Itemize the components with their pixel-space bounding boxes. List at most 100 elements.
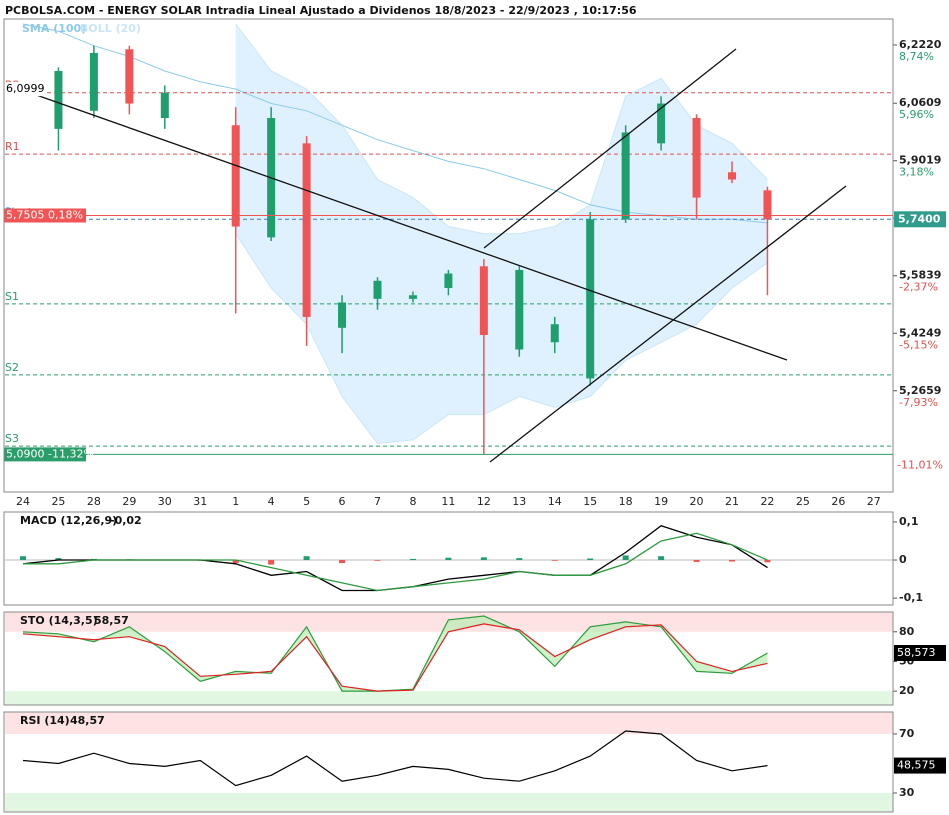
histogram-bar bbox=[374, 560, 381, 561]
candle-body bbox=[763, 190, 772, 220]
price-box bbox=[4, 82, 44, 97]
histogram-bar bbox=[551, 560, 558, 561]
y-tick-change: 8,74% bbox=[899, 50, 934, 63]
trendline bbox=[483, 48, 737, 249]
x-tick-label: 11 bbox=[441, 495, 455, 508]
y-tick-change: -11,01% bbox=[897, 458, 943, 471]
x-tick-label: 26 bbox=[831, 495, 845, 508]
x-tick-label: 21 bbox=[725, 495, 739, 508]
level-label: S3 bbox=[5, 432, 19, 445]
candle-body bbox=[302, 143, 311, 317]
sma-line bbox=[22, 23, 768, 224]
candle-body bbox=[479, 266, 488, 336]
histogram-bar bbox=[516, 558, 523, 561]
x-tick-label: 31 bbox=[193, 495, 207, 508]
price-change: 0,18% bbox=[48, 208, 83, 221]
level-label: S1 bbox=[5, 290, 19, 303]
panel-title: STO (14,3,5) bbox=[20, 614, 98, 627]
histogram-bar bbox=[268, 560, 275, 565]
level-label: R1 bbox=[5, 140, 20, 153]
y-tick-label: 5,4249 bbox=[899, 326, 941, 339]
zone bbox=[5, 691, 893, 705]
histogram-bar bbox=[693, 560, 700, 562]
x-tick-label: 14 bbox=[548, 495, 562, 508]
histogram-bar bbox=[658, 556, 665, 561]
bollinger-lower bbox=[235, 233, 768, 445]
value-box-label: 58,573 bbox=[897, 646, 936, 659]
panel-border bbox=[3, 18, 894, 493]
histogram-bar bbox=[480, 557, 487, 561]
histogram-bar bbox=[729, 560, 735, 562]
y-tick-change: -5,15% bbox=[899, 338, 938, 351]
between-fill bbox=[23, 615, 768, 692]
y-tick-label: 30 bbox=[899, 786, 915, 799]
value-box bbox=[894, 757, 946, 774]
value-box-label: 48,575 bbox=[897, 759, 936, 772]
candle-body bbox=[231, 125, 240, 227]
y-tick-label: 5,9019 bbox=[899, 154, 941, 167]
panel-border bbox=[3, 511, 894, 606]
candle-body bbox=[621, 132, 630, 220]
y-tick-label: 5,5839 bbox=[899, 269, 941, 282]
candle-body bbox=[338, 302, 347, 328]
panel-value: 58,57 bbox=[94, 614, 129, 627]
x-tick-label: 1 bbox=[232, 495, 239, 508]
x-tick-label: 30 bbox=[158, 495, 172, 508]
x-tick-label: 24 bbox=[16, 495, 30, 508]
y-tick-change: 5,96% bbox=[899, 108, 934, 121]
panel-value: -0,02 bbox=[110, 514, 142, 527]
candle-body bbox=[550, 324, 559, 343]
y-tick-label: 0 bbox=[899, 553, 907, 566]
price-label: 5,7505 bbox=[6, 208, 45, 221]
candle-body bbox=[586, 219, 595, 379]
candle-body bbox=[657, 103, 666, 144]
y-tick-label: 0,1 bbox=[899, 515, 919, 528]
price-box bbox=[4, 447, 86, 462]
trendline bbox=[489, 185, 847, 463]
y-tick-label: 20 bbox=[899, 684, 915, 697]
histogram-bar bbox=[55, 558, 62, 561]
x-tick-label: 20 bbox=[690, 495, 704, 508]
candle-body bbox=[125, 49, 134, 104]
histogram-bar bbox=[622, 555, 629, 561]
overlay-layer: 6,22208,74%6,06095,96%5,90193,18%5,74295… bbox=[4, 38, 946, 799]
panel-border bbox=[3, 611, 894, 706]
x-tick-label: 8 bbox=[409, 495, 416, 508]
x-tick-label: 28 bbox=[87, 495, 101, 508]
x-tick-label: 27 bbox=[867, 495, 881, 508]
x-tick-label: 25 bbox=[51, 495, 65, 508]
candle-body bbox=[408, 295, 417, 299]
y-tick-change: 3,18% bbox=[899, 166, 934, 179]
x-tick-label: 12 bbox=[477, 495, 491, 508]
trendline bbox=[7, 84, 788, 361]
candle-body bbox=[515, 269, 524, 350]
macd-line bbox=[23, 532, 768, 592]
x-tick-label: 13 bbox=[512, 495, 526, 508]
candle-body bbox=[89, 52, 98, 111]
price-label: 6,0999 bbox=[6, 82, 45, 95]
histogram-bar bbox=[20, 556, 26, 561]
zone bbox=[5, 792, 893, 812]
y-tick-change: -7,93% bbox=[899, 396, 938, 409]
histogram-bar bbox=[232, 560, 239, 564]
histogram-bar bbox=[303, 556, 310, 561]
histogram-bar bbox=[764, 560, 771, 563]
y-tick-label: 5,2659 bbox=[899, 384, 941, 397]
x-tick-label: 15 bbox=[583, 495, 597, 508]
price-label: 5,0900 bbox=[6, 447, 45, 460]
y-tick-label: -0,1 bbox=[899, 591, 923, 604]
x-tick-label: 22 bbox=[760, 495, 774, 508]
zone bbox=[5, 712, 893, 734]
y-tick-label: 6,0609 bbox=[899, 96, 941, 109]
panel-title: RSI (14) bbox=[20, 714, 70, 727]
candle-body bbox=[54, 70, 63, 129]
price-change: -11,32% bbox=[48, 447, 94, 460]
histogram-bar bbox=[445, 557, 452, 561]
candle-body bbox=[728, 172, 736, 180]
x-tick-label: 7 bbox=[374, 495, 381, 508]
panel-value: 48,57 bbox=[70, 714, 105, 727]
panel-border bbox=[3, 711, 894, 813]
candle-body bbox=[160, 92, 169, 119]
candle-body bbox=[692, 118, 701, 198]
